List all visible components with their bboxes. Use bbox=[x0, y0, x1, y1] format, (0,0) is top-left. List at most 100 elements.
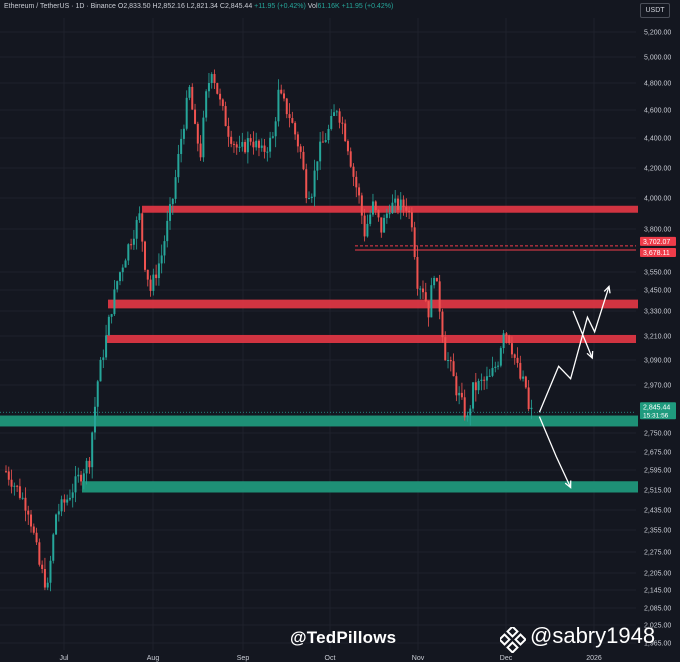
candle bbox=[27, 510, 30, 515]
candle bbox=[391, 202, 394, 214]
candle bbox=[160, 255, 163, 264]
candle bbox=[283, 93, 285, 99]
arrow-head bbox=[603, 284, 611, 294]
candle bbox=[71, 492, 74, 498]
candle bbox=[32, 526, 35, 533]
candle bbox=[330, 115, 333, 129]
level-lines bbox=[0, 245, 636, 413]
candle bbox=[394, 198, 397, 203]
candle bbox=[363, 215, 366, 237]
candle bbox=[194, 109, 197, 124]
x-tick-label: Oct bbox=[325, 655, 336, 662]
candle bbox=[346, 141, 349, 152]
currency-button[interactable]: USDT bbox=[640, 3, 670, 18]
candle bbox=[510, 343, 513, 355]
candle bbox=[144, 241, 146, 270]
candle bbox=[41, 564, 44, 569]
candle bbox=[438, 281, 441, 312]
candle bbox=[213, 74, 216, 84]
y-tick-label: 2,750.00 bbox=[644, 431, 671, 438]
candle bbox=[480, 379, 483, 381]
candle bbox=[371, 201, 374, 215]
volume-value: 61.16K bbox=[317, 3, 340, 10]
candle bbox=[169, 204, 172, 221]
candle bbox=[310, 196, 313, 199]
candle bbox=[277, 89, 280, 122]
price-tag bbox=[640, 236, 676, 246]
candle bbox=[96, 381, 99, 407]
candle bbox=[202, 117, 205, 158]
candle bbox=[413, 227, 416, 257]
candle bbox=[422, 288, 424, 293]
candle bbox=[449, 360, 452, 362]
forecast-arrow bbox=[572, 310, 593, 359]
y-tick-label: 4,200.00 bbox=[644, 166, 671, 173]
candle bbox=[291, 118, 294, 123]
candle bbox=[260, 145, 263, 148]
candle bbox=[299, 146, 302, 152]
candle bbox=[110, 314, 113, 317]
candle bbox=[188, 86, 191, 98]
y-tick-label: 3,210.00 bbox=[644, 334, 671, 341]
candle bbox=[238, 146, 241, 148]
candle bbox=[124, 260, 127, 268]
candle bbox=[174, 177, 177, 199]
y-tick-label: 2,145.00 bbox=[644, 588, 671, 595]
candle bbox=[497, 365, 500, 367]
candle bbox=[341, 122, 344, 124]
candle bbox=[455, 376, 458, 396]
candle bbox=[435, 277, 438, 282]
candle bbox=[118, 272, 121, 282]
candle bbox=[66, 499, 69, 503]
candle bbox=[127, 244, 130, 261]
candle bbox=[308, 198, 311, 200]
candle bbox=[288, 114, 291, 119]
zone-support bbox=[82, 481, 638, 493]
ohlc-header: Ethereum / TetherUS · 1D · Binance O2,83… bbox=[4, 3, 393, 10]
candle bbox=[10, 479, 13, 487]
candle bbox=[46, 582, 49, 588]
candle bbox=[166, 220, 169, 242]
candle bbox=[447, 360, 450, 362]
candle bbox=[530, 407, 533, 410]
candle bbox=[385, 213, 388, 218]
candle bbox=[244, 142, 247, 153]
candle bbox=[207, 82, 210, 92]
low-value: L2,821.34 bbox=[186, 3, 218, 10]
candle bbox=[263, 145, 266, 152]
y-tick-label: 2,595.00 bbox=[644, 468, 671, 475]
candle bbox=[146, 269, 149, 280]
candle bbox=[255, 140, 258, 148]
y-tick-label: 2,435.00 bbox=[644, 508, 671, 515]
time-axis: Jul Aug Sep Oct Nov Dec 2026 bbox=[60, 655, 602, 662]
candle bbox=[149, 279, 152, 291]
candle bbox=[210, 74, 213, 83]
candle bbox=[93, 406, 96, 433]
candle bbox=[252, 141, 255, 148]
candle bbox=[527, 387, 530, 410]
candle bbox=[485, 376, 488, 381]
candle bbox=[374, 201, 377, 211]
y-tick-label: 2,675.00 bbox=[644, 450, 671, 457]
candle bbox=[280, 89, 283, 94]
candle bbox=[324, 140, 327, 143]
y-tick-label: 2,275.00 bbox=[644, 550, 671, 557]
candle bbox=[182, 128, 185, 139]
candle bbox=[152, 274, 155, 291]
candle bbox=[524, 376, 527, 388]
candle bbox=[257, 140, 260, 148]
volume-change: +11.95 (+0.42%) bbox=[341, 3, 394, 10]
price-tag-countdown: 15:31:56 bbox=[643, 412, 669, 419]
candle bbox=[141, 213, 144, 242]
arrows bbox=[538, 284, 611, 489]
candle bbox=[402, 199, 405, 208]
candle bbox=[522, 376, 525, 379]
candle bbox=[313, 170, 316, 197]
candle bbox=[138, 213, 141, 221]
candle bbox=[335, 111, 338, 113]
y-tick-label: 4,600.00 bbox=[644, 108, 671, 115]
candle bbox=[99, 359, 102, 382]
x-tick-label: Sep bbox=[237, 655, 250, 662]
